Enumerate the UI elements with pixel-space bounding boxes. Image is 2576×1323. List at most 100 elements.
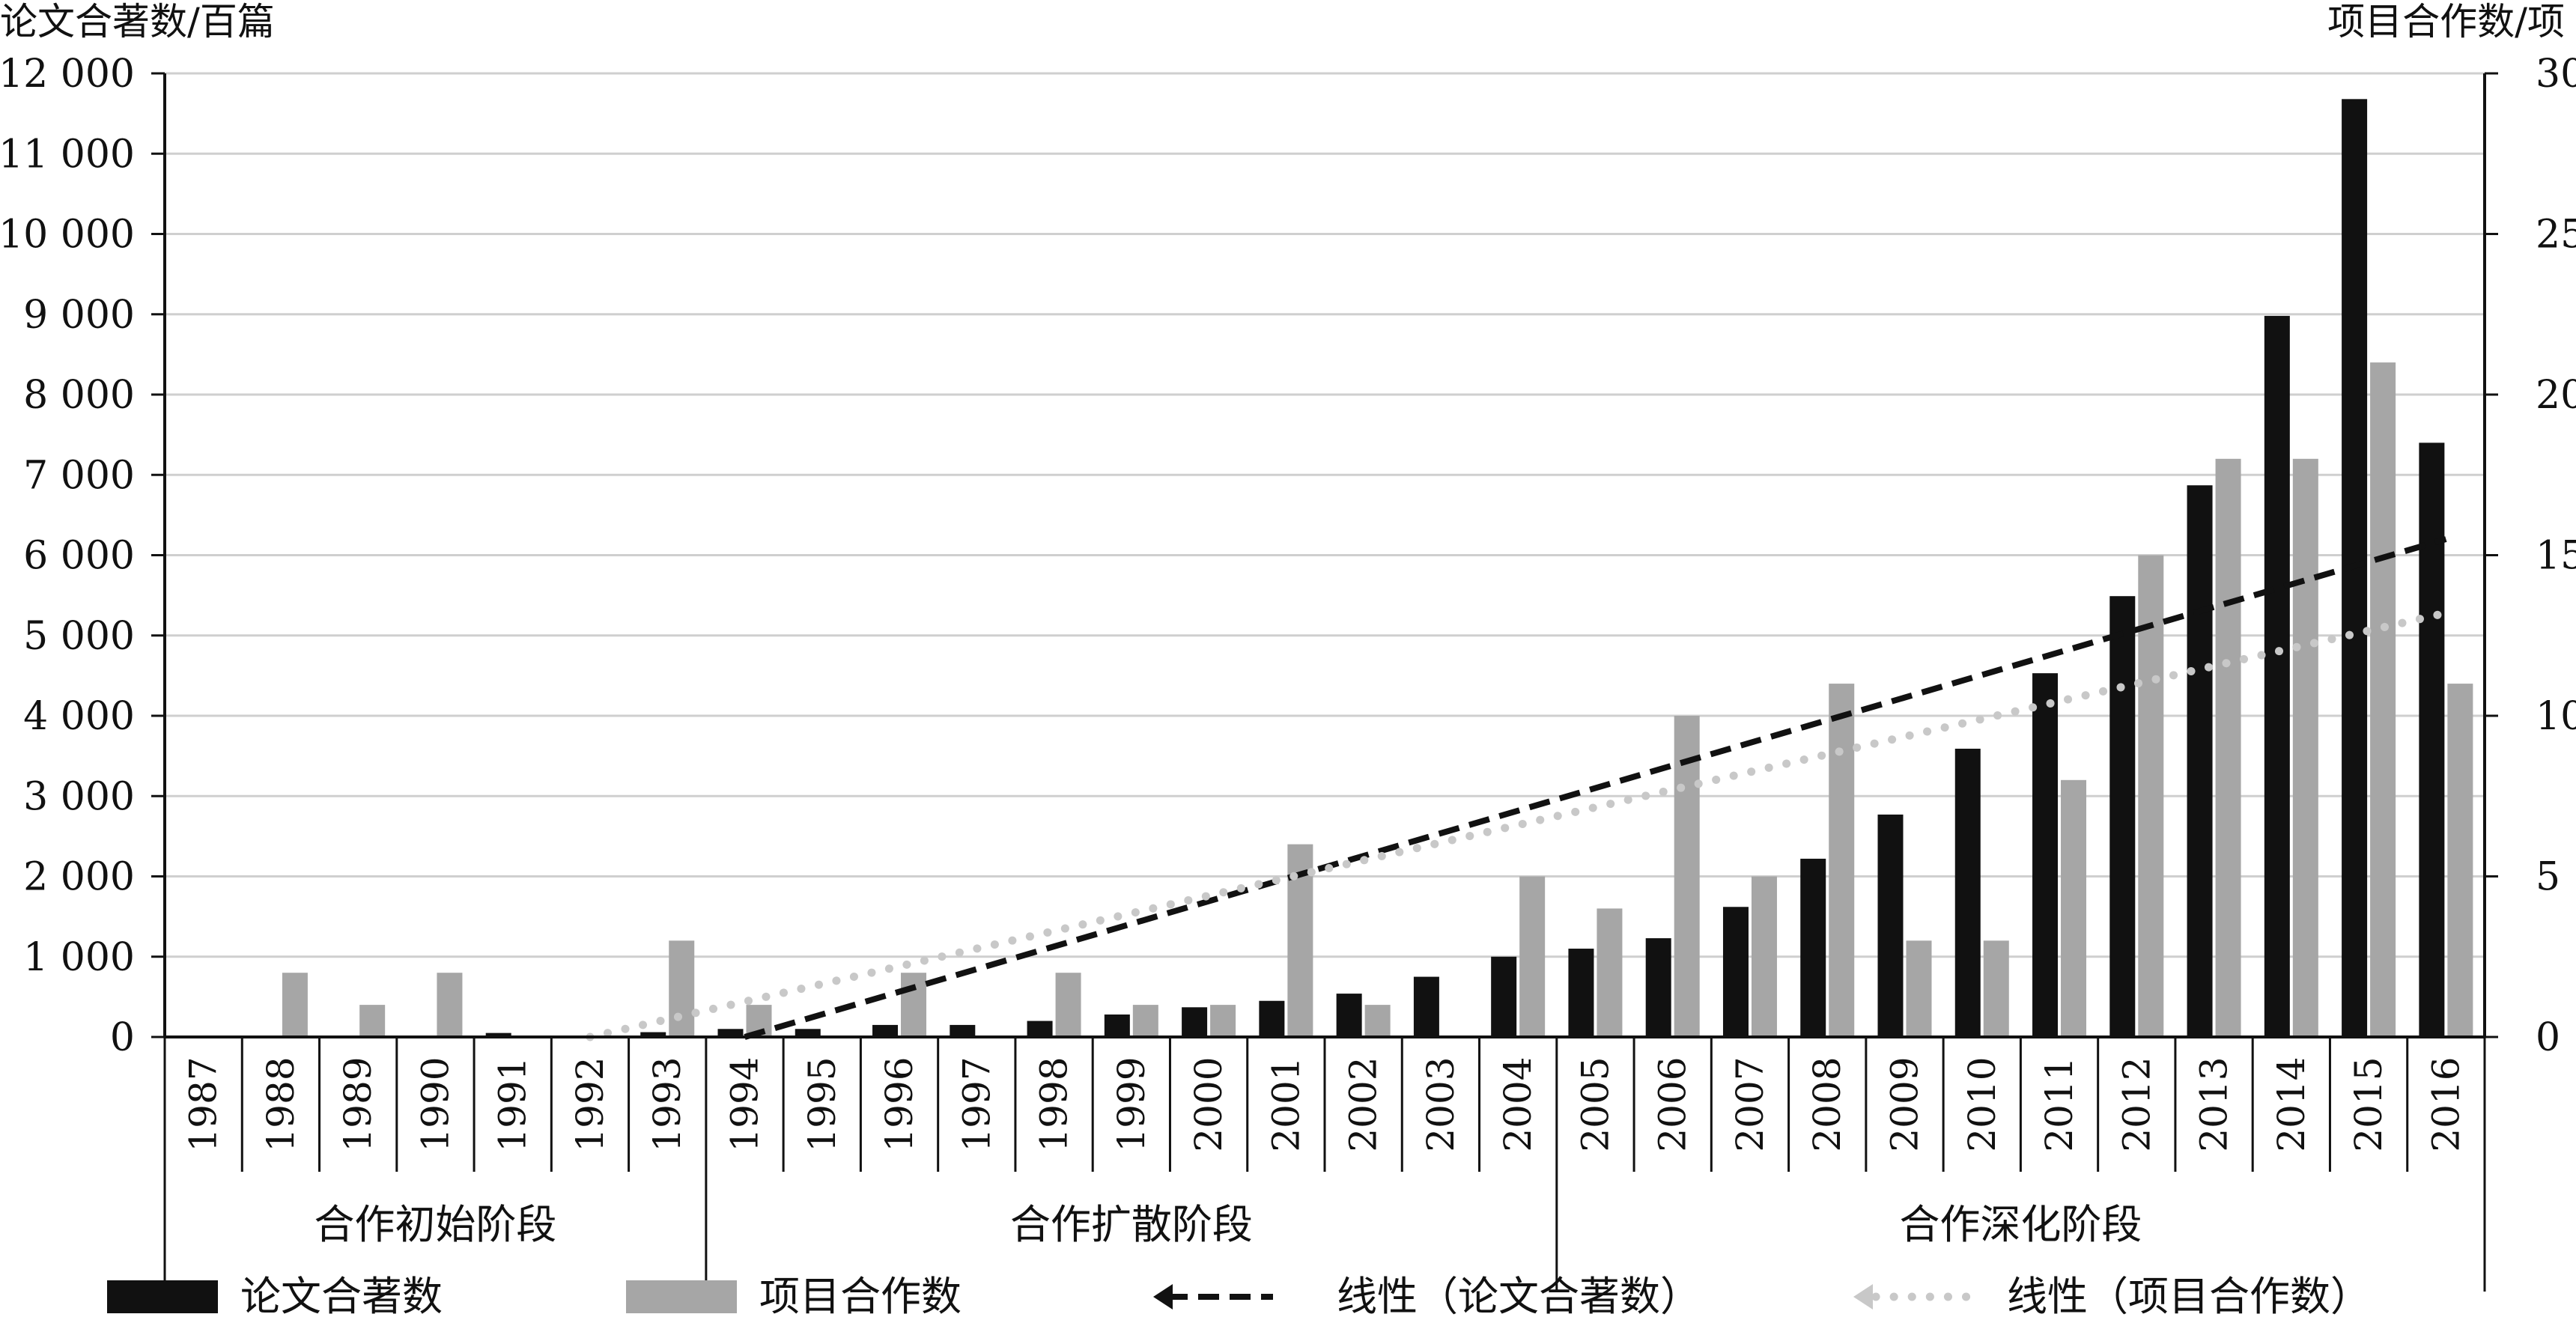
y-right-tick-label: 0 [2536,1015,2560,1060]
x-tick-label: 1996 [878,1056,921,1152]
bar-papers-2006 [1645,938,1671,1037]
x-tick-label: 1989 [336,1056,380,1152]
bar-papers-2002 [1336,994,1362,1037]
trendlines [586,536,2450,1041]
y-right-tick-label: 25 [2536,213,2576,258]
x-tick-label: 1998 [1033,1056,1076,1152]
bar-projects-1990 [437,973,463,1037]
bar-projects-1993 [669,940,695,1037]
x-tick-label: 1994 [723,1056,767,1152]
x-tick-label: 2004 [1496,1056,1540,1152]
x-tick-label: 2007 [1728,1056,1772,1152]
y-left-tick-label: 7 000 [23,453,135,498]
bar-papers-2004 [1491,956,1517,1037]
x-tick-label: 2003 [1419,1056,1462,1152]
y-left-tick-label: 9 000 [23,293,135,338]
bar-papers-1996 [872,1024,899,1037]
bar-projects-2009 [1906,940,1932,1037]
bar-papers-1994 [717,1029,744,1037]
bar-projects-2006 [1674,716,1700,1037]
bar-papers-2013 [2187,485,2213,1037]
x-tick-label: 2012 [2115,1056,2158,1152]
bar-papers-2003 [1413,976,1439,1037]
x-tick-label: 2000 [1187,1056,1230,1152]
bar-projects-2004 [1519,876,1546,1037]
x-tick-labels: 1987 1988 1989 1990 1991 1992 1993 1994 1995 1996… [163,1037,2486,1172]
bar-papers-2009 [1877,814,1904,1037]
bar-projects-2005 [1597,908,1623,1037]
y-left-tick-label: 6 000 [23,534,135,579]
bar-projects-2008 [1829,684,1855,1037]
legend-projects: 项目合作数 [626,1273,962,1320]
legend-label: 论文合著数 [240,1273,443,1320]
phase-label: 合作深化阶段 [1899,1201,2142,1248]
bar-papers-2016 [2419,442,2445,1037]
legend: 论文合著数 项目合作数 线性（论文合著数） 线性（项目合作数） [107,1273,2371,1320]
x-tick-label: 2008 [1805,1056,1849,1152]
bar-papers-1999 [1104,1014,1130,1037]
x-tick-label: 2010 [1960,1056,2004,1152]
legend-papers: 论文合著数 [107,1273,443,1320]
legend-arrow-icon [1853,1284,1873,1310]
x-tick-label: 2016 [2424,1056,2467,1152]
x-tick-label: 1990 [413,1056,457,1152]
legend-arrow-icon [1153,1284,1173,1310]
x-tick-label: 2014 [2270,1056,2313,1152]
x-tick-label: 1988 [259,1056,303,1152]
bar-papers-2000 [1182,1007,1208,1037]
bar-papers-2008 [1800,858,1826,1037]
x-tick-label: 2006 [1651,1056,1695,1152]
bars [282,99,2473,1038]
x-tick-label: 2015 [2347,1056,2390,1152]
y-left-tick-label: 4 000 [23,694,135,739]
bar-papers-2011 [2032,673,2059,1037]
y-right-tick-label: 10 [2536,694,2576,739]
trendline-projects [586,609,2450,1041]
phase-labels: 合作初始阶段 合作扩散阶段 合作深化阶段 [163,1172,2486,1292]
bar-projects-2013 [2215,458,2241,1037]
bar-projects-2016 [2447,684,2473,1037]
y-left-tick-label: 3 000 [23,774,135,819]
legend-label: 线性（项目合作数） [2007,1273,2371,1320]
legend-swatch [107,1280,218,1313]
y-left-tick-label: 1 000 [23,935,135,980]
y-left-tick-label: 12 000 [0,52,135,97]
x-tick-label: 1987 [182,1056,225,1152]
bar-papers-2012 [2109,596,2136,1037]
gridlines [165,72,2485,958]
bar-projects-2011 [2061,779,2087,1037]
trendline-papers [744,536,2447,1040]
legend-trend-papers: 线性（论文合著数） [1153,1273,1701,1320]
bar-papers-1993 [640,1032,666,1037]
bar-papers-1991 [485,1032,511,1037]
bar-papers-1995 [795,1029,821,1037]
x-tick-label: 2011 [2038,1056,2081,1152]
y-axis-left-label: 论文合著数/百篇 [0,0,275,43]
phase-label: 合作初始阶段 [314,1201,556,1248]
y-axis-right-label: 项目合作数/项 [2327,0,2565,43]
bar-projects-2007 [1751,876,1777,1037]
y-left-tick-label: 0 [110,1015,135,1060]
x-tick-label: 2013 [2193,1056,2236,1152]
y-right-tick-label: 15 [2536,534,2576,579]
legend-label: 项目合作数 [759,1273,962,1320]
bar-projects-1996 [901,973,927,1037]
bar-papers-2007 [1722,907,1749,1037]
x-tick-label: 1995 [801,1056,844,1152]
x-tick-label: 1992 [568,1056,612,1152]
y-right-tick-label: 20 [2536,373,2576,418]
bar-papers-2001 [1259,1000,1285,1037]
bar-papers-2010 [1954,748,1981,1037]
y-right-tick-label: 5 [2536,855,2560,900]
bar-projects-1989 [359,1005,386,1037]
x-tick-label: 2005 [1573,1056,1617,1152]
bar-projects-2012 [2138,555,2164,1037]
bar-projects-2000 [1210,1005,1236,1037]
bar-papers-1998 [1027,1021,1053,1037]
y-left-tick-label: 2 000 [23,855,135,900]
bar-papers-1997 [950,1024,976,1037]
legend-trend-projects: 线性（项目合作数） [1853,1273,2371,1320]
bar-projects-2010 [1983,940,2009,1037]
bar-projects-1988 [282,973,308,1037]
y-left-tick-label: 11 000 [0,132,135,177]
